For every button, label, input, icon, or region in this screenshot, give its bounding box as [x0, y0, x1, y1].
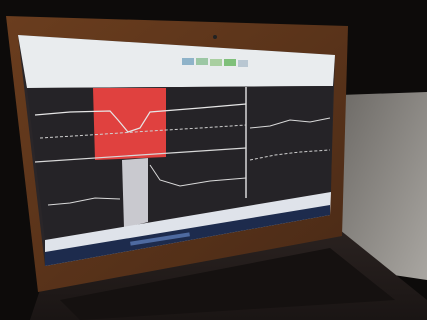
divider	[34, 147, 247, 163]
trace	[249, 117, 331, 129]
app-header	[18, 35, 335, 88]
toolbar-button	[210, 59, 222, 66]
trace	[249, 149, 331, 161]
toolbar-button	[224, 59, 236, 66]
keyboard	[60, 248, 395, 320]
scroll-bar	[122, 158, 148, 228]
toolbar-button	[238, 60, 248, 67]
toolbar-button	[182, 58, 194, 65]
trace	[149, 164, 247, 187]
highlight-region	[93, 88, 166, 160]
trace	[34, 103, 247, 133]
toolbar-button	[196, 58, 208, 65]
taskbar-icons	[130, 232, 190, 246]
floor	[340, 92, 427, 280]
trace	[47, 197, 121, 206]
trace	[39, 124, 247, 139]
webcam	[213, 35, 217, 39]
